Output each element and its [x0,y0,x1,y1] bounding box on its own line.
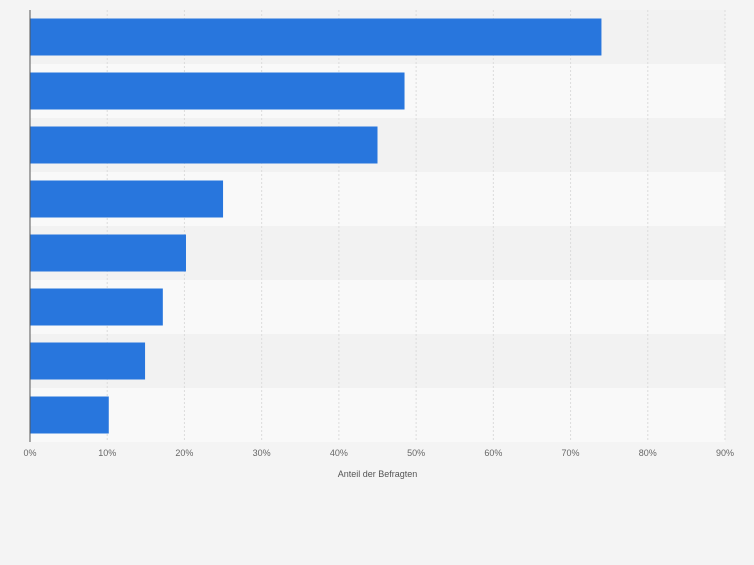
bar [30,288,163,326]
x-tick-label: 90% [716,448,734,458]
x-tick-label: 50% [407,448,425,458]
bar [30,18,602,56]
bar [30,234,186,272]
bar [30,126,378,164]
row-band [30,334,725,388]
bar [30,72,405,110]
bars [30,18,602,434]
x-tick-label: 20% [175,448,193,458]
x-tick-label: 70% [562,448,580,458]
x-axis-ticks: 0% 10% 20% 30% 40% 50% 60% 70% 80% 90% [23,448,734,458]
bar [30,342,146,380]
x-tick-label: 40% [330,448,348,458]
x-tick-label: 30% [253,448,271,458]
x-tick-label: 0% [23,448,36,458]
bar [30,180,224,218]
x-axis-title: Anteil der Befragten [338,469,418,479]
row-band [30,388,725,442]
x-tick-label: 10% [98,448,116,458]
x-tick-label: 80% [639,448,657,458]
bar [30,396,109,434]
x-tick-label: 60% [484,448,502,458]
